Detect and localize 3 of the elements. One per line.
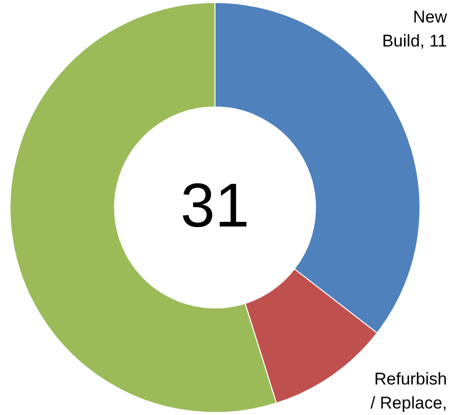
text: 31 <box>180 172 250 241</box>
slice-label: New Build, 11 <box>382 8 448 51</box>
slice-label: Refurbish / Replace, <box>370 370 447 413</box>
